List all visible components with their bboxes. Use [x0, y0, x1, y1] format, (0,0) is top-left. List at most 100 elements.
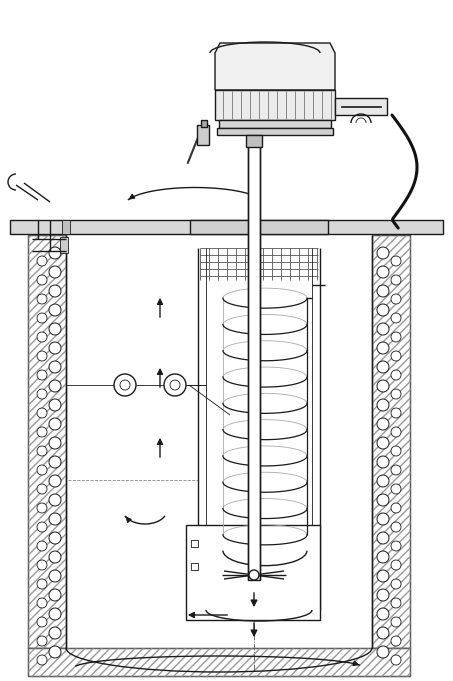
Circle shape: [37, 370, 47, 380]
Circle shape: [49, 551, 61, 563]
Circle shape: [377, 456, 389, 468]
Circle shape: [49, 570, 61, 582]
Circle shape: [37, 503, 47, 513]
Circle shape: [391, 332, 401, 342]
Circle shape: [377, 266, 389, 278]
Circle shape: [377, 323, 389, 335]
Bar: [62, 220, 70, 234]
Circle shape: [37, 465, 47, 475]
Circle shape: [377, 513, 389, 525]
Circle shape: [49, 247, 61, 259]
Circle shape: [391, 484, 401, 494]
Circle shape: [391, 427, 401, 437]
Circle shape: [391, 465, 401, 475]
Circle shape: [49, 266, 61, 278]
Circle shape: [37, 522, 47, 532]
Circle shape: [377, 551, 389, 563]
Circle shape: [37, 617, 47, 627]
Circle shape: [377, 532, 389, 544]
Circle shape: [37, 427, 47, 437]
Circle shape: [391, 522, 401, 532]
Circle shape: [49, 494, 61, 506]
Circle shape: [37, 332, 47, 342]
Circle shape: [377, 247, 389, 259]
Circle shape: [377, 570, 389, 582]
Polygon shape: [215, 43, 335, 90]
Circle shape: [49, 608, 61, 620]
Bar: [190, 220, 328, 234]
Circle shape: [37, 275, 47, 285]
Circle shape: [49, 304, 61, 316]
Circle shape: [37, 446, 47, 456]
Bar: [248, 145, 260, 580]
Circle shape: [391, 313, 401, 323]
Circle shape: [37, 541, 47, 551]
Circle shape: [49, 361, 61, 373]
Circle shape: [391, 275, 401, 285]
Circle shape: [170, 380, 180, 390]
Bar: [10, 220, 443, 234]
Bar: [246, 135, 262, 147]
Circle shape: [377, 361, 389, 373]
Circle shape: [391, 446, 401, 456]
Circle shape: [49, 475, 61, 487]
Bar: [215, 90, 335, 120]
Circle shape: [391, 560, 401, 570]
Circle shape: [49, 380, 61, 392]
Circle shape: [49, 627, 61, 639]
Circle shape: [377, 475, 389, 487]
Circle shape: [391, 256, 401, 266]
Bar: [186, 525, 320, 620]
Circle shape: [37, 655, 47, 665]
Circle shape: [377, 589, 389, 601]
Circle shape: [120, 380, 130, 390]
Polygon shape: [28, 648, 410, 676]
Circle shape: [391, 655, 401, 665]
Circle shape: [391, 598, 401, 608]
Bar: [341, 106, 381, 107]
Circle shape: [49, 342, 61, 354]
Bar: [219, 120, 331, 128]
Circle shape: [37, 636, 47, 646]
Circle shape: [49, 285, 61, 297]
Circle shape: [49, 399, 61, 411]
Polygon shape: [372, 235, 410, 648]
Circle shape: [37, 294, 47, 304]
Circle shape: [37, 484, 47, 494]
Circle shape: [391, 294, 401, 304]
Circle shape: [391, 503, 401, 513]
Bar: [335, 98, 387, 115]
Circle shape: [49, 532, 61, 544]
Circle shape: [114, 374, 136, 396]
Bar: [60, 237, 68, 253]
Bar: [191, 540, 198, 547]
Circle shape: [377, 285, 389, 297]
Circle shape: [377, 304, 389, 316]
Circle shape: [37, 351, 47, 361]
Circle shape: [49, 589, 61, 601]
Circle shape: [37, 256, 47, 266]
Circle shape: [391, 617, 401, 627]
Circle shape: [377, 608, 389, 620]
Circle shape: [49, 513, 61, 525]
Circle shape: [377, 627, 389, 639]
Circle shape: [391, 579, 401, 589]
Circle shape: [391, 370, 401, 380]
Circle shape: [377, 646, 389, 658]
Bar: [197, 125, 209, 145]
Circle shape: [377, 399, 389, 411]
Circle shape: [37, 560, 47, 570]
Circle shape: [391, 541, 401, 551]
Circle shape: [391, 389, 401, 399]
Bar: [201, 120, 207, 127]
Bar: [199, 248, 319, 610]
Circle shape: [164, 374, 186, 396]
Circle shape: [49, 323, 61, 335]
Circle shape: [377, 494, 389, 506]
Circle shape: [377, 418, 389, 430]
Bar: [191, 563, 198, 570]
Circle shape: [49, 437, 61, 449]
Circle shape: [391, 351, 401, 361]
Circle shape: [377, 342, 389, 354]
Circle shape: [249, 570, 259, 580]
